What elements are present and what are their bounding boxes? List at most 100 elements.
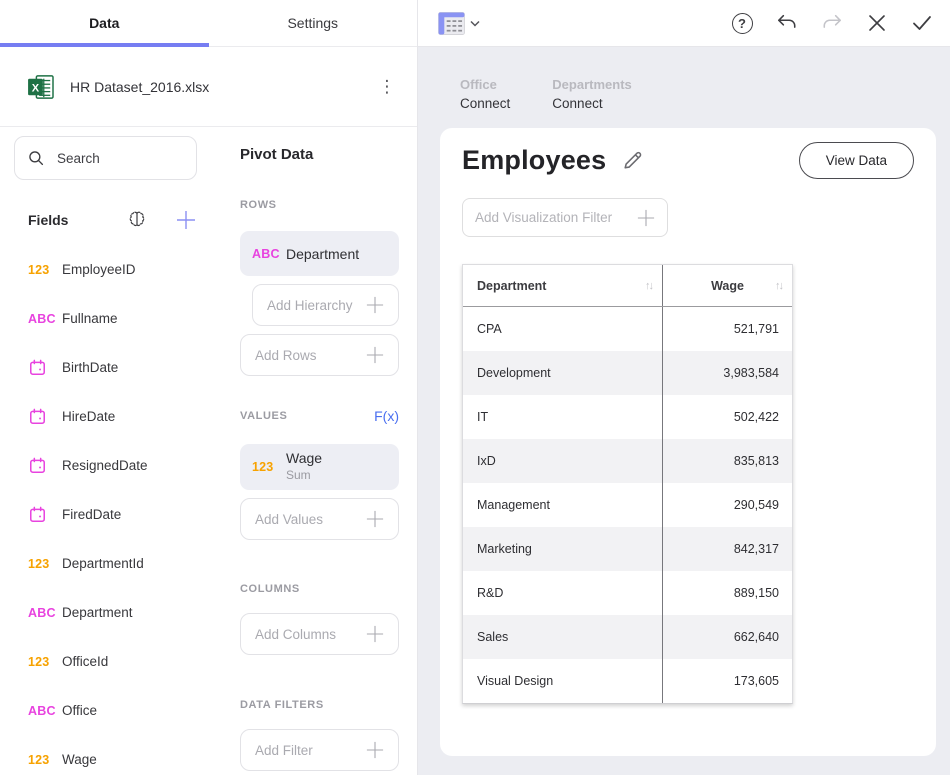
field-item-fireddate[interactable]: FiredDate bbox=[14, 490, 218, 539]
field-search[interactable] bbox=[14, 136, 197, 180]
visualization-type-picker[interactable] bbox=[438, 12, 480, 35]
field-label: EmployeeID bbox=[62, 262, 136, 277]
text-type-icon: ABC bbox=[28, 312, 58, 326]
source-type-label: Departments bbox=[552, 77, 631, 92]
add-filter-box[interactable]: Add Filter bbox=[240, 729, 399, 771]
add-visualization-filter-box[interactable]: Add Visualization Filter bbox=[462, 198, 668, 237]
column-header-department[interactable]: Department ↑↓ bbox=[463, 265, 663, 306]
tab-settings[interactable]: Settings bbox=[209, 0, 418, 46]
cell-department: Development bbox=[463, 351, 663, 395]
excel-file-icon: X bbox=[28, 75, 54, 99]
tab-data-label: Data bbox=[89, 15, 119, 31]
add-hierarchy-box[interactable]: Add Hierarchy bbox=[252, 284, 399, 326]
column-header-label: Wage bbox=[711, 279, 744, 293]
columns-section-label: COLUMNS bbox=[240, 583, 399, 595]
row-field-chip[interactable]: ABC Department bbox=[240, 231, 399, 276]
plus-icon bbox=[366, 346, 384, 364]
field-label: BirthDate bbox=[62, 360, 118, 375]
close-button[interactable] bbox=[865, 11, 889, 35]
tab-data[interactable]: Data bbox=[0, 0, 209, 46]
pivot-data-panel: Pivot Data ROWS ABC Department Add Hiera… bbox=[218, 127, 417, 775]
add-field-icon[interactable] bbox=[176, 210, 196, 230]
field-item-employeeid[interactable]: 123EmployeeID bbox=[14, 245, 218, 294]
cell-department: IxD bbox=[463, 439, 663, 483]
table-row[interactable]: Visual Design173,605 bbox=[463, 659, 792, 703]
plus-icon bbox=[637, 209, 655, 227]
add-values-label: Add Values bbox=[255, 512, 366, 527]
field-label: Office bbox=[62, 703, 97, 718]
ai-suggest-icon[interactable] bbox=[126, 209, 148, 231]
fields-title: Fields bbox=[28, 212, 126, 228]
cell-department: Visual Design bbox=[463, 659, 663, 703]
field-item-officeid[interactable]: 123OfficeId bbox=[14, 637, 218, 686]
field-item-resigneddate[interactable]: ResignedDate bbox=[14, 441, 218, 490]
search-input[interactable] bbox=[57, 151, 177, 166]
redo-button[interactable] bbox=[820, 11, 844, 35]
fx-button[interactable]: F(x) bbox=[374, 408, 399, 424]
table-row[interactable]: Marketing842,317 bbox=[463, 527, 792, 571]
dataset-row[interactable]: X HR Dataset_2016.xlsx ⋮ bbox=[0, 47, 417, 127]
add-visualization-filter-label: Add Visualization Filter bbox=[475, 210, 637, 225]
field-label: FiredDate bbox=[62, 507, 121, 522]
table-row[interactable]: CPA521,791 bbox=[463, 307, 792, 351]
cell-department: R&D bbox=[463, 571, 663, 615]
field-item-birthdate[interactable]: BirthDate bbox=[14, 343, 218, 392]
plus-icon bbox=[366, 296, 384, 314]
source-type-label: Office bbox=[460, 77, 510, 92]
field-label: DepartmentId bbox=[62, 556, 144, 571]
data-filters-section-label: DATA FILTERS bbox=[240, 699, 399, 711]
table-row[interactable]: IT502,422 bbox=[463, 395, 792, 439]
table-row[interactable]: Sales662,640 bbox=[463, 615, 792, 659]
cell-wage: 173,605 bbox=[663, 659, 792, 703]
column-header-wage[interactable]: Wage ↑↓ bbox=[663, 265, 792, 306]
sort-icon[interactable]: ↑↓ bbox=[645, 280, 652, 292]
field-item-office[interactable]: ABCOffice bbox=[14, 686, 218, 735]
field-label: Wage bbox=[62, 752, 97, 767]
plus-icon bbox=[366, 510, 384, 528]
add-values-box[interactable]: Add Values bbox=[240, 498, 399, 540]
view-data-button[interactable]: View Data bbox=[799, 142, 914, 179]
cell-department: Management bbox=[463, 483, 663, 527]
text-type-icon: ABC bbox=[28, 606, 58, 620]
table-row[interactable]: R&D889,150 bbox=[463, 571, 792, 615]
table-row[interactable]: IxD835,813 bbox=[463, 439, 792, 483]
field-item-department[interactable]: ABCDepartment bbox=[14, 588, 218, 637]
table-body: CPA521,791Development3,983,584IT502,422I… bbox=[463, 307, 792, 703]
plus-icon bbox=[366, 741, 384, 759]
table-header-row: Department ↑↓ Wage ↑↓ bbox=[463, 265, 792, 307]
values-section-label: VALUES bbox=[240, 410, 287, 422]
add-columns-box[interactable]: Add Columns bbox=[240, 613, 399, 655]
confirm-button[interactable] bbox=[910, 11, 934, 35]
undo-icon bbox=[776, 13, 798, 33]
field-item-hiredate[interactable]: HireDate bbox=[14, 392, 218, 441]
field-label: OfficeId bbox=[62, 654, 108, 669]
field-item-fullname[interactable]: ABC Fullname bbox=[14, 294, 218, 343]
pivot-grid-table: Department ↑↓ Wage ↑↓ CPA521,791Developm… bbox=[462, 264, 793, 704]
add-filter-label: Add Filter bbox=[255, 743, 366, 758]
cell-department: IT bbox=[463, 395, 663, 439]
add-rows-box[interactable]: Add Rows bbox=[240, 334, 399, 376]
pivot-data-title: Pivot Data bbox=[240, 146, 399, 163]
field-item-departmentid[interactable]: 123 DepartmentId bbox=[14, 539, 218, 588]
edit-title-icon[interactable] bbox=[620, 148, 645, 173]
field-label: Fullname bbox=[62, 311, 118, 326]
visualization-title: Employees bbox=[462, 145, 606, 176]
table-row[interactable]: Development3,983,584 bbox=[463, 351, 792, 395]
undo-button[interactable] bbox=[775, 11, 799, 35]
fields-panel: Fields 123EmployeeIDABCFullname BirthDat… bbox=[0, 127, 218, 775]
sort-icon[interactable]: ↑↓ bbox=[775, 280, 782, 292]
dataset-name: HR Dataset_2016.xlsx bbox=[70, 79, 375, 95]
number-type-icon: 123 bbox=[28, 557, 58, 571]
help-button[interactable]: ? bbox=[730, 11, 754, 35]
source-tab-office[interactable]: Office Connect bbox=[460, 77, 510, 111]
cell-wage: 3,983,584 bbox=[663, 351, 792, 395]
value-field-label: Wage bbox=[286, 451, 322, 466]
field-item-wage[interactable]: 123Wage bbox=[14, 735, 218, 775]
value-field-chip[interactable]: 123 Wage Sum bbox=[240, 444, 399, 490]
row-field-label: Department bbox=[286, 246, 359, 262]
source-action-label: Connect bbox=[460, 96, 510, 111]
table-row[interactable]: Management290,549 bbox=[463, 483, 792, 527]
source-tab-departments[interactable]: Departments Connect bbox=[552, 77, 631, 111]
text-type-icon: ABC bbox=[252, 247, 286, 261]
dataset-menu-icon[interactable]: ⋮ bbox=[375, 77, 399, 97]
